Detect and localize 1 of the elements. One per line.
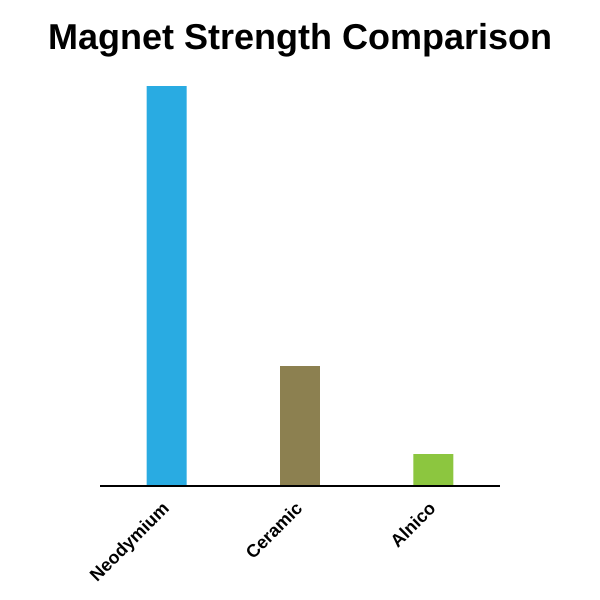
chart-title: Magnet Strength Comparison bbox=[46, 16, 554, 58]
